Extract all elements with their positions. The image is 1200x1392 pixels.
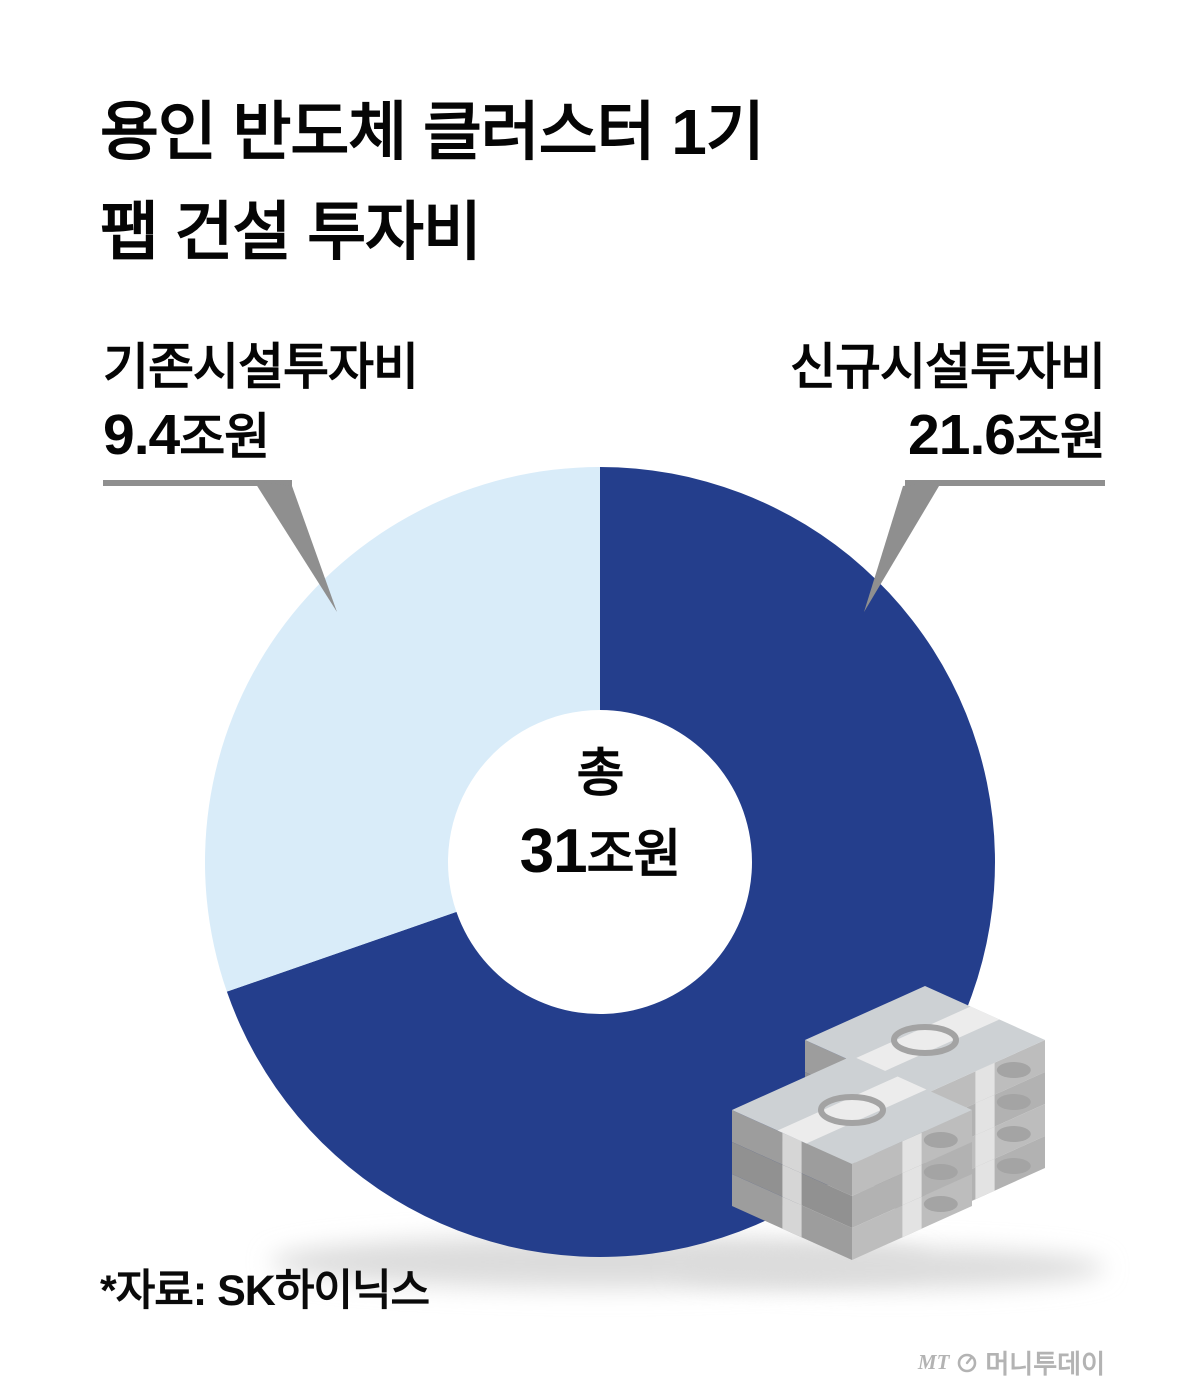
- source-note: *자료: SK하이닉스: [100, 1267, 430, 1315]
- label-existing-unit: 조원: [179, 409, 270, 465]
- chart-title: 용인 반도체 클러스터 1기 팹 건설 투자비: [100, 82, 765, 282]
- chart-title-line2: 팹 건설 투자비: [100, 196, 482, 268]
- money-stack-front: [732, 1056, 972, 1260]
- money-shadow: [675, 1248, 1105, 1288]
- logo-mt-monogram: MT: [917, 1350, 950, 1374]
- donut-center-label: 총 31조원: [0, 738, 1200, 897]
- label-new-number: 21.6: [908, 403, 1016, 467]
- donut-slice-1: [204, 467, 600, 992]
- label-existing-investment: 기존시설투자비 9.4조원: [103, 336, 419, 468]
- label-new-name: 신규시설투자비: [790, 339, 1106, 395]
- center-total-value: 31조원: [0, 810, 1200, 897]
- label-new-investment: 신규시설투자비 21.6조원: [790, 336, 1106, 468]
- left-leader-pointer: [254, 481, 337, 612]
- donut-slice-0: [226, 467, 995, 1257]
- right-leader-pointer: [864, 481, 942, 612]
- center-total-number: 31: [519, 817, 588, 886]
- center-total-prefix: 총: [576, 745, 625, 803]
- left-leader-underline: [103, 480, 292, 486]
- center-total-unit: 조원: [586, 826, 682, 884]
- money-stacks-illustration: [732, 986, 1045, 1260]
- left-leader-line: [103, 480, 337, 612]
- donut-chart: [204, 467, 995, 1257]
- label-new-value: 21.6조원: [790, 403, 1106, 468]
- label-new-unit: 조원: [1015, 409, 1106, 465]
- right-leader-underline: [905, 480, 1105, 486]
- chart-title-line1: 용인 반도체 클러스터 1기: [100, 96, 765, 168]
- label-existing-name: 기존시설투자비: [103, 339, 419, 395]
- moneytoday-logo: MT 머니투데이: [918, 1344, 1105, 1381]
- label-existing-value: 9.4조원: [103, 404, 418, 468]
- logo-wordmark: 머니투데이: [985, 1349, 1105, 1379]
- label-existing-number: 9.4: [103, 403, 180, 467]
- right-leader-line: [864, 480, 1105, 612]
- clock-icon: [958, 1353, 977, 1372]
